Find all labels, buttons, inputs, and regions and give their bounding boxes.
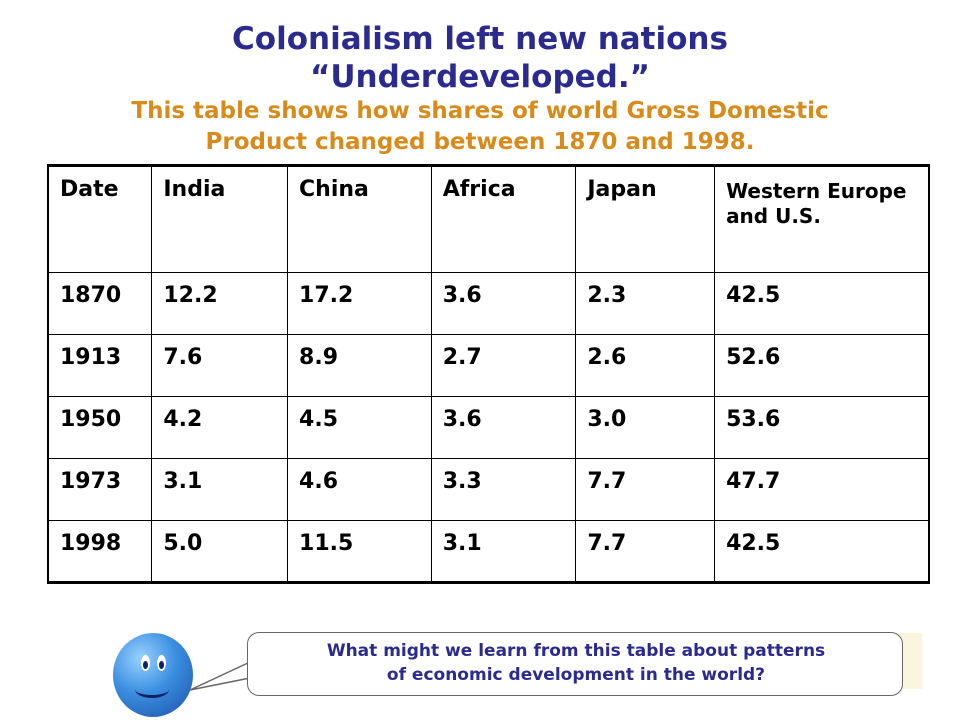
slide-subtitle-line-2: Product changed between 1870 and 1998. [205, 129, 755, 155]
table-cell: 17.2 [287, 272, 432, 335]
table-row: 1950 4.2 4.5 3.6 3.0 53.6 [47, 396, 930, 459]
table-cell: 2.6 [575, 334, 716, 397]
globe-mascot-icon [113, 633, 193, 717]
table-cell: 1913 [47, 334, 153, 397]
slide-subtitle: This table shows how shares of world Gro… [0, 96, 960, 158]
question-line-1: What might we learn from this table abou… [326, 641, 826, 661]
table-cell: 2.7 [430, 334, 577, 397]
table-row: 1870 12.2 17.2 3.6 2.3 42.5 [47, 272, 930, 335]
table-cell: 3.0 [575, 396, 716, 459]
slide-title-line-2: “Underdeveloped.” [309, 59, 651, 95]
globe-eye-right-icon [157, 655, 166, 671]
table-cell: 1998 [47, 520, 153, 583]
table-cell: 53.6 [714, 396, 930, 459]
table-cell: 1950 [47, 396, 153, 459]
table-cell: 47.7 [714, 458, 930, 521]
question-speech-bubble: What might we learn from this table abou… [247, 632, 903, 696]
table-cell: 4.2 [151, 396, 289, 459]
table-cell: 7.7 [575, 520, 716, 583]
question-line-2: of economic development in the world? [386, 665, 766, 685]
header-cell: Western Europe and U.S. [714, 165, 930, 273]
table-cell: 7.6 [151, 334, 289, 397]
table-cell: 3.3 [430, 458, 577, 521]
table-cell: 1973 [47, 458, 153, 521]
table-row: 1913 7.6 8.9 2.7 2.6 52.6 [47, 334, 930, 397]
table-cell: 3.1 [151, 458, 289, 521]
table-cell: 52.6 [714, 334, 930, 397]
table-cell: 4.5 [287, 396, 432, 459]
gdp-share-table: Date India China Africa Japan Western Eu… [47, 164, 930, 584]
speech-bubble-tail [189, 661, 251, 691]
table-cell: 12.2 [151, 272, 289, 335]
slide-title-line-1: Colonialism left new nations [232, 21, 728, 57]
header-cell: China [287, 165, 432, 273]
slide-title: Colonialism left new nations “Underdevel… [0, 20, 960, 96]
table-cell: 7.7 [575, 458, 716, 521]
header-cell: Date [47, 165, 153, 273]
globe-eye-left-icon [141, 655, 150, 671]
table-cell: 11.5 [287, 520, 432, 583]
table-cell: 8.9 [287, 334, 432, 397]
table-cell: 3.6 [430, 272, 577, 335]
table-cell: 2.3 [575, 272, 716, 335]
table-cell: 42.5 [714, 520, 930, 583]
slide-subtitle-line-1: This table shows how shares of world Gro… [131, 98, 829, 124]
header-cell: India [151, 165, 289, 273]
table-cell: 3.1 [430, 520, 577, 583]
table-cell: 42.5 [714, 272, 930, 335]
table-header-row: Date India China Africa Japan Western Eu… [47, 165, 930, 273]
table-cell: 1870 [47, 272, 153, 335]
table-row: 1998 5.0 11.5 3.1 7.7 42.5 [47, 520, 930, 583]
table-cell: 4.6 [287, 458, 432, 521]
table-cell: 3.6 [430, 396, 577, 459]
table-cell: 5.0 [151, 520, 289, 583]
question-text: What might we learn from this table abou… [248, 639, 904, 687]
header-cell: Africa [430, 165, 577, 273]
header-cell: Japan [575, 165, 716, 273]
table-row: 1973 3.1 4.6 3.3 7.7 47.7 [47, 458, 930, 521]
globe-mouth-icon [135, 681, 169, 698]
